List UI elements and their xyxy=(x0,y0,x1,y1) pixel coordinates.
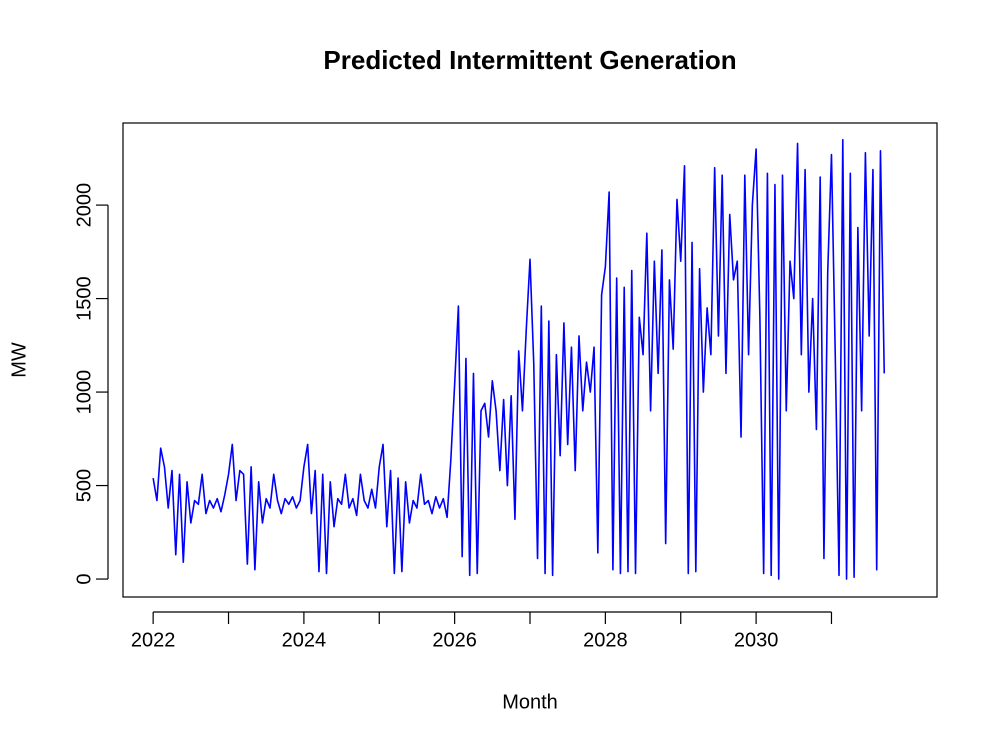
x-tick-label: 2028 xyxy=(583,629,628,651)
y-tick-label: 2000 xyxy=(73,183,95,228)
x-tick-label: 2024 xyxy=(282,629,327,651)
y-axis-label: MW xyxy=(8,342,30,378)
y-tick-label: 1500 xyxy=(73,276,95,321)
plot-box xyxy=(122,122,938,598)
x-tick-label: 2026 xyxy=(432,629,477,651)
x-axis-label: Month xyxy=(502,691,558,713)
chart-title: Predicted Intermittent Generation xyxy=(323,45,736,75)
x-tick-label: 2022 xyxy=(131,629,176,651)
y-tick-label: 0 xyxy=(73,573,95,584)
y-tick-label: 500 xyxy=(73,469,95,502)
data-line xyxy=(152,138,886,580)
y-tick-label: 1000 xyxy=(73,370,95,415)
x-tick-label: 2030 xyxy=(734,629,779,651)
